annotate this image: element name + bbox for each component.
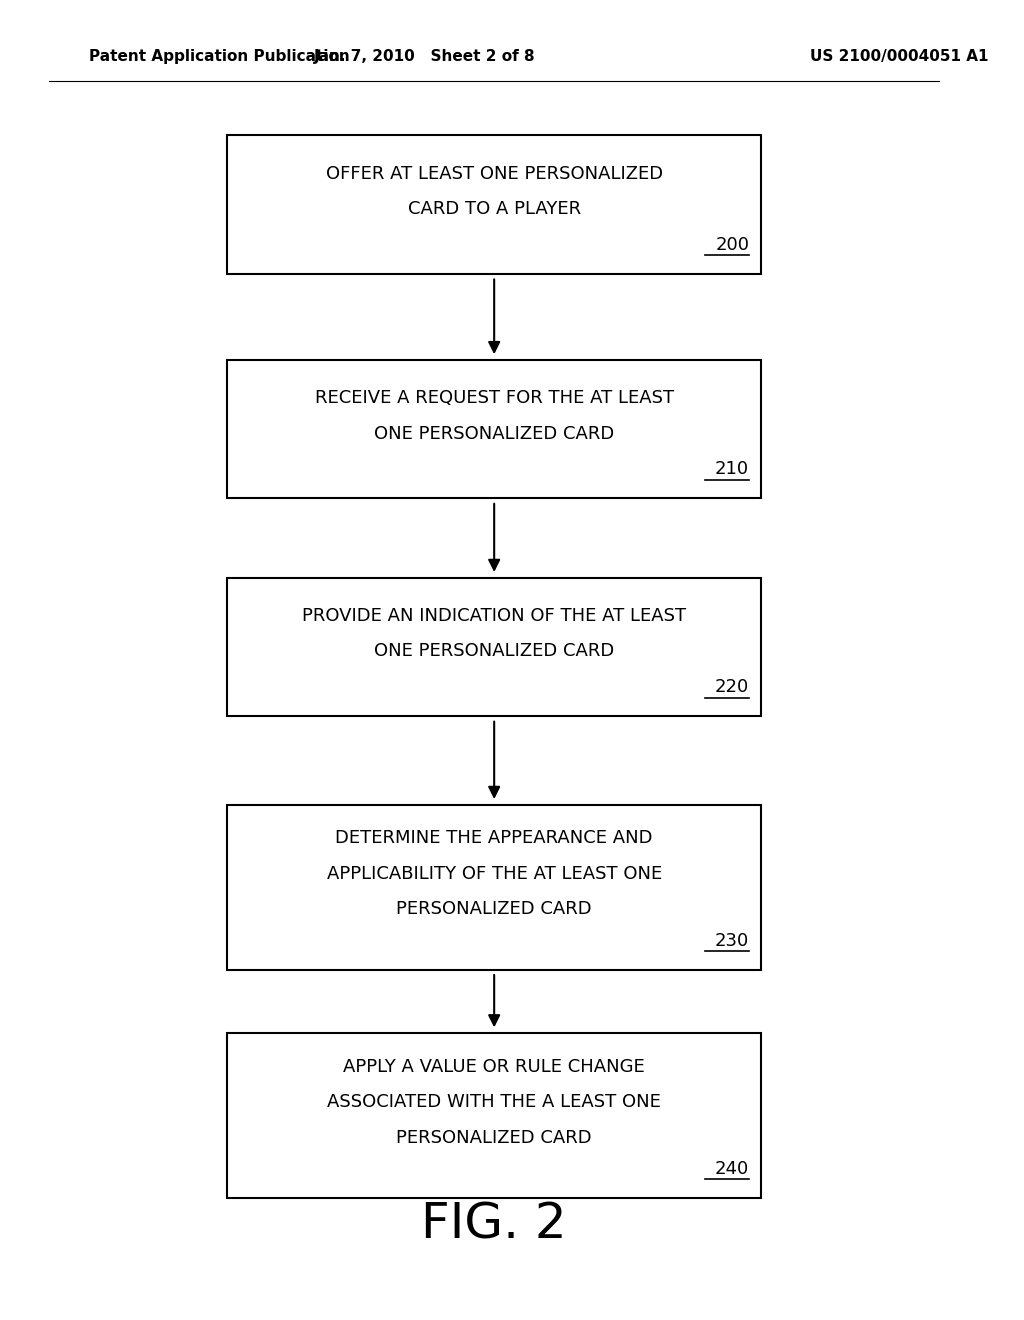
Text: PERSONALIZED CARD: PERSONALIZED CARD — [396, 900, 592, 919]
Text: 220: 220 — [715, 678, 750, 697]
Text: OFFER AT LEAST ONE PERSONALIZED: OFFER AT LEAST ONE PERSONALIZED — [326, 165, 663, 182]
Text: 230: 230 — [715, 932, 750, 950]
Text: 200: 200 — [715, 236, 750, 253]
Text: ONE PERSONALIZED CARD: ONE PERSONALIZED CARD — [374, 425, 614, 442]
Text: DETERMINE THE APPEARANCE AND: DETERMINE THE APPEARANCE AND — [336, 829, 653, 847]
Text: Patent Application Publication: Patent Application Publication — [89, 49, 350, 65]
FancyBboxPatch shape — [227, 135, 761, 275]
Text: CARD TO A PLAYER: CARD TO A PLAYER — [408, 201, 581, 218]
FancyBboxPatch shape — [227, 359, 761, 498]
Text: PROVIDE AN INDICATION OF THE AT LEAST: PROVIDE AN INDICATION OF THE AT LEAST — [302, 607, 686, 624]
Text: PERSONALIZED CARD: PERSONALIZED CARD — [396, 1129, 592, 1147]
Text: 240: 240 — [715, 1160, 750, 1177]
Text: ONE PERSONALIZED CARD: ONE PERSONALIZED CARD — [374, 643, 614, 660]
Text: FIG. 2: FIG. 2 — [421, 1201, 567, 1249]
Text: Jan. 7, 2010   Sheet 2 of 8: Jan. 7, 2010 Sheet 2 of 8 — [314, 49, 536, 65]
Text: US 2100/0004051 A1: US 2100/0004051 A1 — [810, 49, 989, 65]
Text: ASSOCIATED WITH THE A LEAST ONE: ASSOCIATED WITH THE A LEAST ONE — [328, 1093, 662, 1111]
Text: APPLICABILITY OF THE AT LEAST ONE: APPLICABILITY OF THE AT LEAST ONE — [327, 865, 662, 883]
FancyBboxPatch shape — [227, 804, 761, 969]
Text: 210: 210 — [715, 461, 750, 478]
Text: APPLY A VALUE OR RULE CHANGE: APPLY A VALUE OR RULE CHANGE — [343, 1057, 645, 1076]
FancyBboxPatch shape — [227, 578, 761, 715]
Text: RECEIVE A REQUEST FOR THE AT LEAST: RECEIVE A REQUEST FOR THE AT LEAST — [314, 389, 674, 407]
FancyBboxPatch shape — [227, 1032, 761, 1199]
